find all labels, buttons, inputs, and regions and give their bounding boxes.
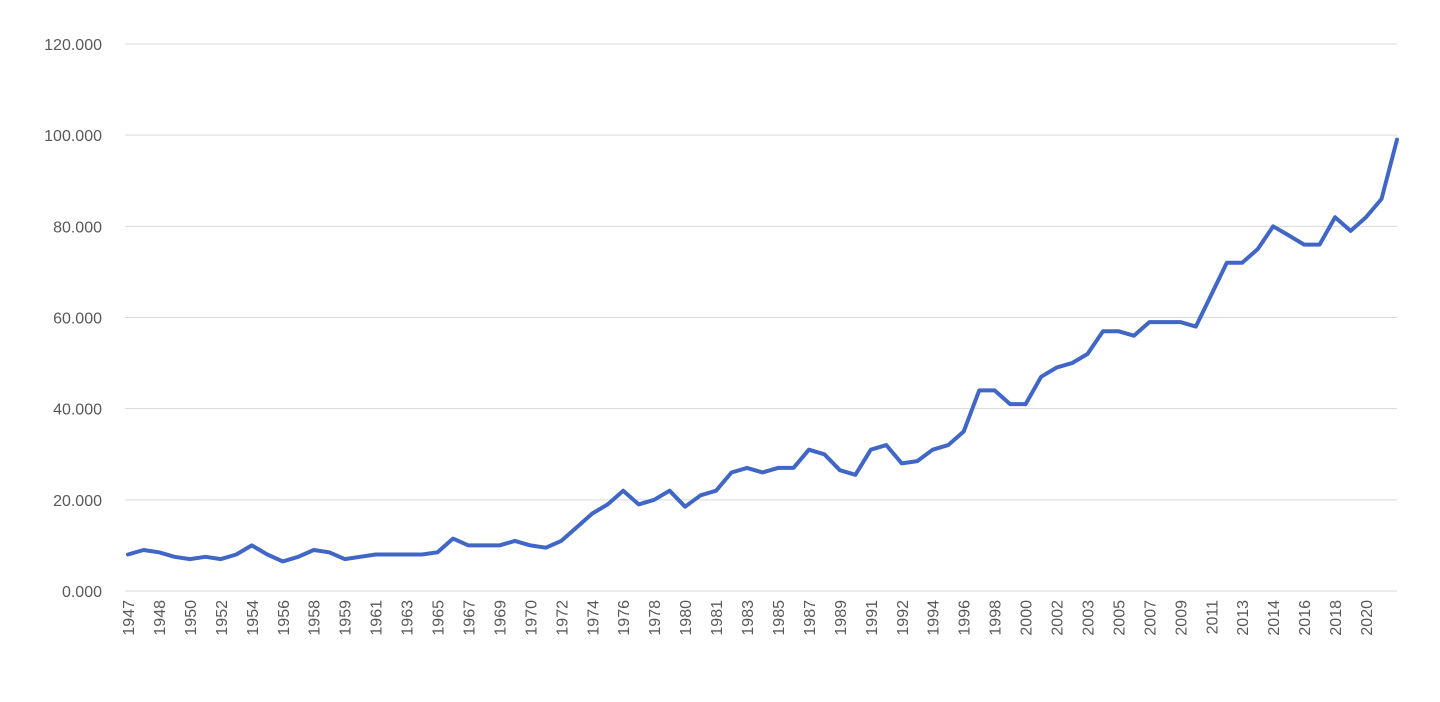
y-tick-label: 80.000 (53, 219, 102, 236)
x-tick-label: 1983 (740, 600, 757, 636)
x-tick-label: 1978 (647, 600, 664, 636)
x-tick-label: 1976 (616, 600, 633, 636)
x-tick-label: 1989 (833, 600, 850, 636)
x-tick-label: 2011 (1204, 600, 1221, 635)
x-tick-label: 2005 (1111, 600, 1128, 636)
x-tick-label: 1950 (183, 600, 200, 636)
x-tick-label: 2014 (1266, 600, 1283, 636)
x-tick-label: 2000 (1019, 600, 1036, 636)
x-tick-label: 1970 (523, 600, 540, 636)
y-tick-label: 20.000 (53, 493, 102, 510)
x-tick-label: 1954 (245, 600, 262, 636)
x-tick-label: 2009 (1173, 600, 1190, 636)
x-tick-label: 1981 (709, 600, 726, 636)
x-tick-label: 1994 (926, 600, 943, 636)
x-tick-label: 1969 (492, 600, 509, 636)
x-tick-label: 1965 (431, 600, 448, 636)
x-tick-label: 1967 (461, 600, 478, 636)
x-tick-label: 1959 (338, 600, 355, 636)
x-tick-label: 2018 (1328, 600, 1345, 636)
x-tick-label: 1948 (152, 600, 169, 636)
x-tick-label: 2016 (1297, 600, 1314, 636)
x-tick-label: 2020 (1359, 600, 1376, 636)
x-tick-label: 2003 (1080, 600, 1097, 636)
x-tick-label: 1961 (369, 600, 386, 636)
y-tick-label: 60.000 (53, 311, 102, 328)
data-line (126, 137, 1399, 564)
y-tick-label: 100.000 (44, 128, 102, 145)
x-tick-label: 1956 (276, 600, 293, 636)
x-tick-label: 1991 (864, 600, 881, 636)
x-tick-label: 2002 (1050, 600, 1067, 636)
x-tick-label: 1992 (895, 600, 912, 636)
x-tick-label: 1985 (771, 600, 788, 636)
x-tick-label: 1958 (307, 600, 324, 636)
y-tick-label: 40.000 (53, 402, 102, 419)
y-tick-label: 120.000 (44, 37, 102, 54)
x-tick-label: 1980 (678, 600, 695, 636)
x-tick-label: 1974 (585, 600, 602, 636)
x-tick-label: 1987 (802, 600, 819, 636)
x-tick-label: 1996 (957, 600, 974, 636)
x-tick-label: 1952 (214, 600, 231, 636)
y-tick-label: 0.000 (62, 584, 102, 601)
x-tick-label: 1947 (121, 600, 138, 636)
x-tick-label: 2013 (1235, 600, 1252, 636)
x-tick-label: 1998 (988, 600, 1005, 636)
x-tick-label: 1972 (554, 600, 571, 636)
x-tick-label: 1963 (400, 600, 417, 636)
x-tick-label: 2007 (1142, 600, 1159, 636)
